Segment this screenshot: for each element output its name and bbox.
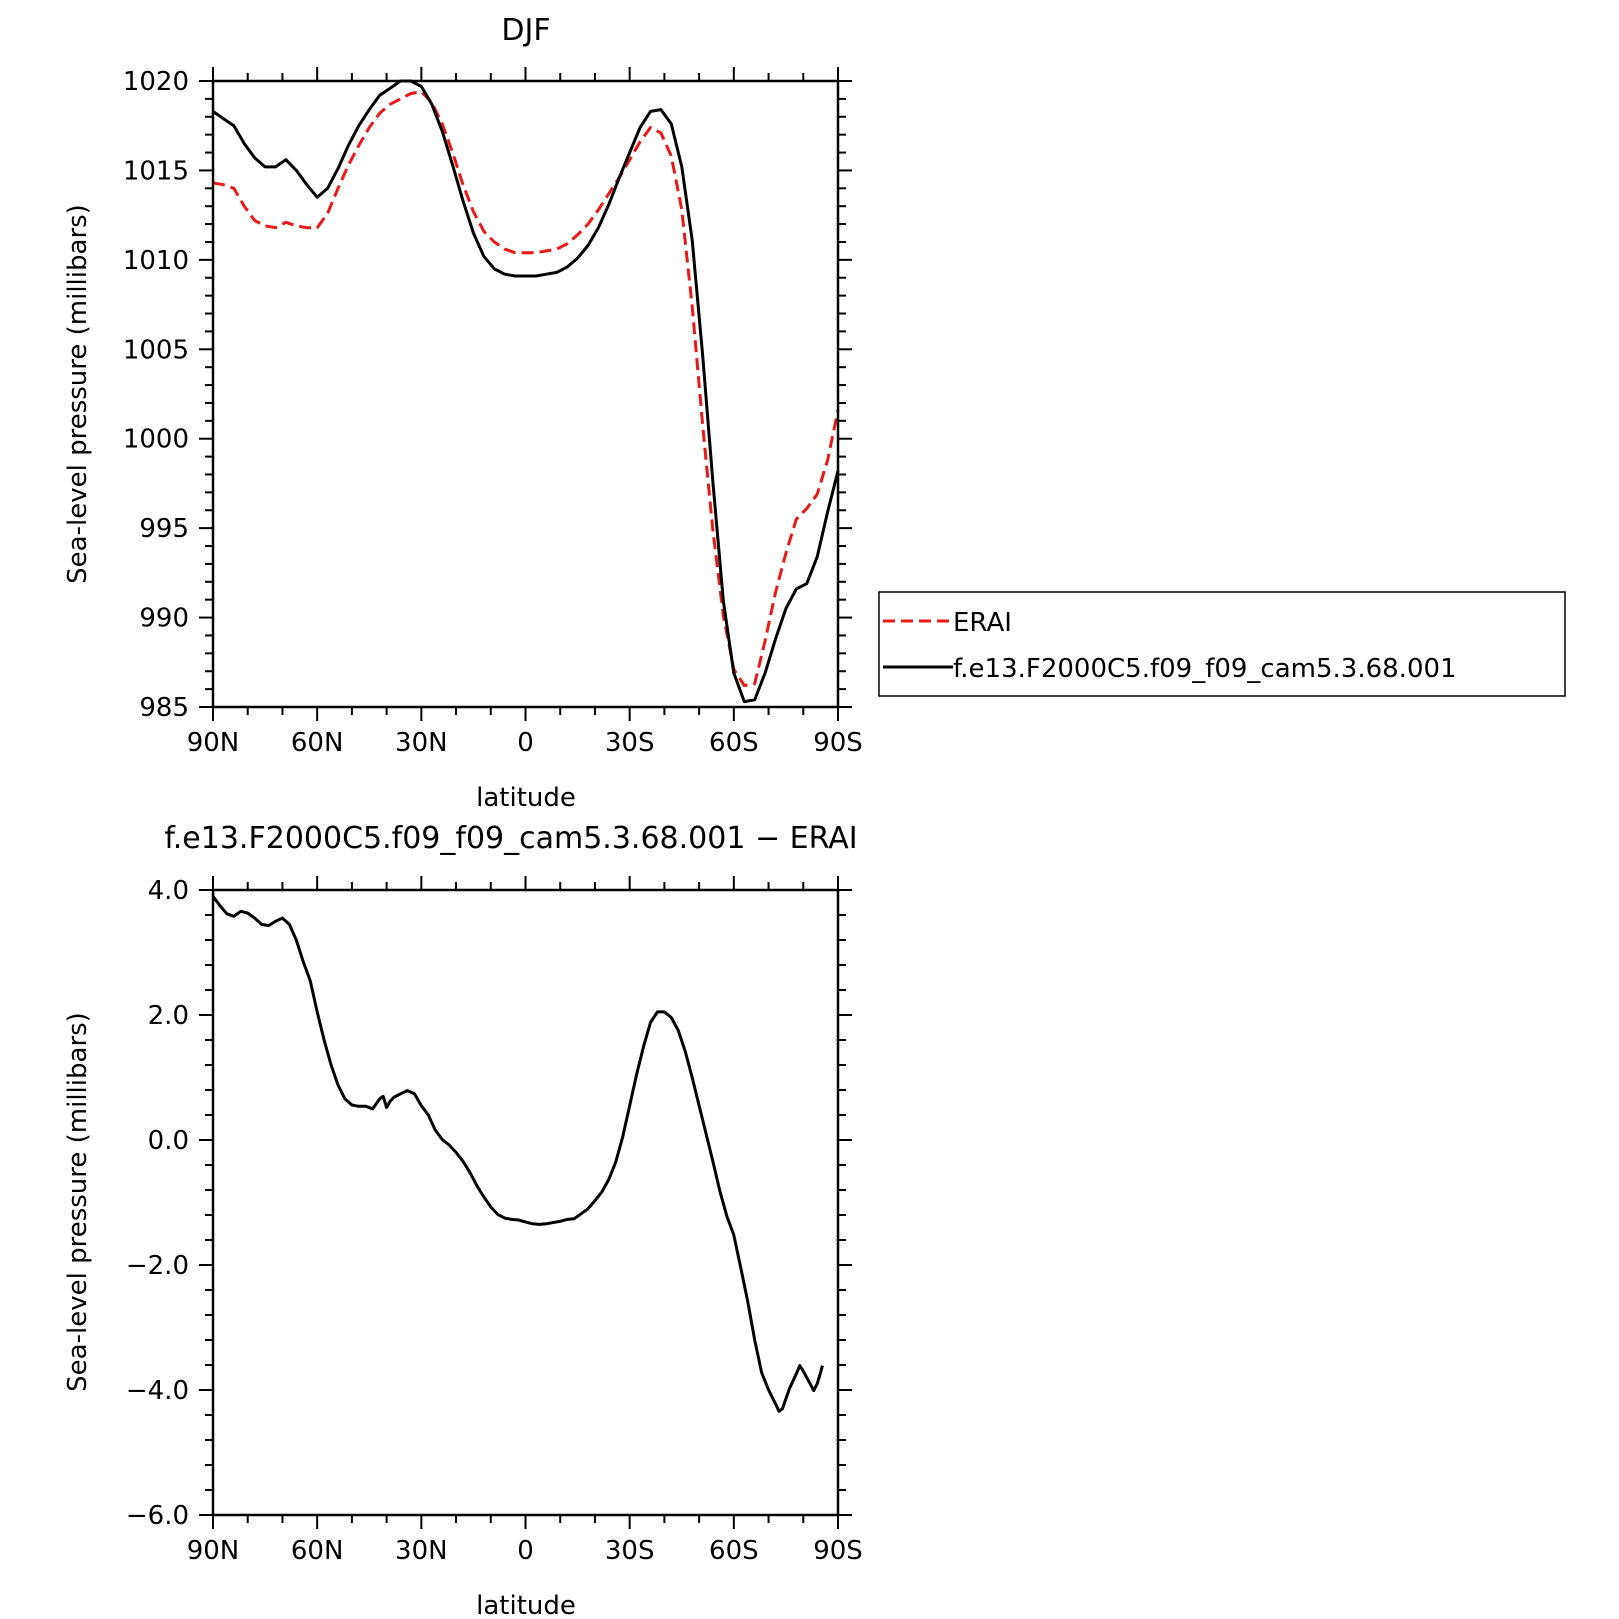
y-tick-label: 1005 bbox=[123, 335, 189, 365]
series-line-difference bbox=[211, 895, 824, 1413]
x-tick-label: 0 bbox=[517, 1536, 534, 1566]
y-tick-label: 985 bbox=[139, 693, 189, 723]
legend-box bbox=[878, 591, 1566, 697]
bottom-ticks: 90N 60N 30N 0 30S 60S 90S 4.0 2.0 0.0 −2.0 −4.0 −6.0 bbox=[126, 876, 863, 1566]
x-tick-label: 60S bbox=[709, 728, 759, 758]
y-tick-label: −6.0 bbox=[126, 1501, 189, 1531]
bottom-panel: f.e13.F2000C5.f09_f09_cam5.3.68.001 − ER… bbox=[63, 821, 863, 1619]
y-tick-label: 4.0 bbox=[148, 876, 189, 906]
y-tick-label: 0.0 bbox=[148, 1126, 189, 1156]
x-tick-label: 0 bbox=[517, 728, 534, 758]
x-tick-label: 90S bbox=[813, 1536, 863, 1566]
x-tick-label: 30S bbox=[605, 728, 655, 758]
bottom-chart-title: f.e13.F2000C5.f09_f09_cam5.3.68.001 − ER… bbox=[164, 821, 857, 856]
x-tick-label: 60N bbox=[291, 1536, 344, 1566]
top-series bbox=[212, 79, 840, 704]
y-tick-label: −4.0 bbox=[126, 1376, 189, 1406]
bottom-plot-frame bbox=[211, 888, 840, 1517]
bottom-x-axis-title: latitude bbox=[476, 1591, 576, 1619]
x-tick-label: 90S bbox=[813, 728, 863, 758]
x-tick-label: 30N bbox=[395, 728, 448, 758]
y-tick-label: 1000 bbox=[123, 425, 189, 455]
y-tick-label: 2.0 bbox=[148, 1001, 189, 1031]
bottom-series bbox=[211, 895, 824, 1413]
y-tick-label: 1010 bbox=[123, 246, 189, 276]
series-line-model bbox=[212, 79, 840, 704]
x-tick-label: 60S bbox=[709, 1536, 759, 1566]
x-tick-label: 30S bbox=[605, 1536, 655, 1566]
top-ticks: 90N 60N 30N 0 30S 60S 90S 1020 1015 1010 1005 1000 9… bbox=[123, 67, 863, 758]
bottom-y-axis-title: Sea-level pressure (millibars) bbox=[63, 1012, 93, 1392]
y-tick-label: 1015 bbox=[123, 156, 189, 186]
top-panel: DJF 90N 60N 30N 0 30S 60S 90S 1020 1015 1010 1005 1… bbox=[63, 13, 863, 813]
top-x-axis-title: latitude bbox=[476, 783, 576, 813]
top-plot-frame bbox=[211, 79, 840, 709]
y-tick-label: 990 bbox=[139, 604, 189, 634]
legend: ERAI f.e13.F2000C5.f09_f09_cam5.3.68.001 bbox=[878, 591, 1566, 697]
top-chart-title: DJF bbox=[501, 13, 550, 48]
x-tick-label: 90N bbox=[187, 728, 240, 758]
x-tick-label: 60N bbox=[291, 728, 344, 758]
x-tick-label: 90N bbox=[187, 1536, 240, 1566]
series-line-erai bbox=[212, 90, 840, 687]
legend-label-model: f.e13.F2000C5.f09_f09_cam5.3.68.001 bbox=[953, 654, 1457, 684]
y-tick-label: −2.0 bbox=[126, 1251, 189, 1281]
y-tick-label: 995 bbox=[139, 514, 189, 544]
top-y-axis-title: Sea-level pressure (millibars) bbox=[63, 204, 93, 584]
x-tick-label: 30N bbox=[395, 1536, 448, 1566]
y-tick-label: 1020 bbox=[123, 67, 189, 97]
legend-label-erai: ERAI bbox=[953, 608, 1012, 638]
